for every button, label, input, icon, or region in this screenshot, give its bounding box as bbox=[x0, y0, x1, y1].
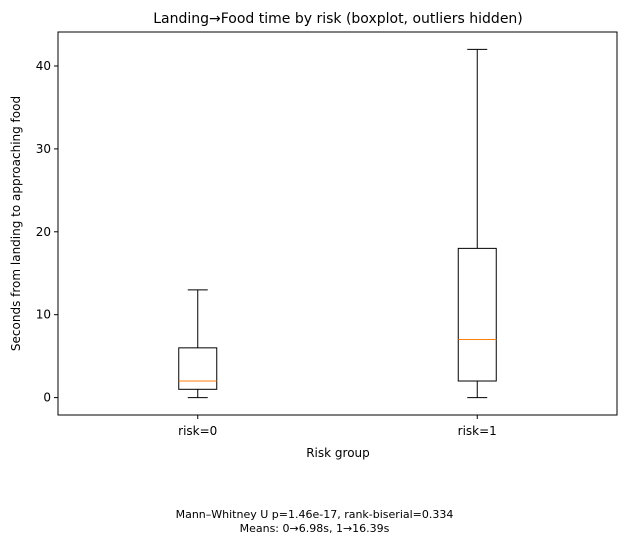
x-tick-label: risk=0 bbox=[178, 424, 217, 438]
x-tick-label: risk=1 bbox=[458, 424, 497, 438]
y-tick-label: 0 bbox=[43, 391, 51, 405]
y-tick-label: 20 bbox=[36, 225, 51, 239]
box-risk-1 bbox=[457, 247, 497, 382]
box-risk-0 bbox=[178, 347, 218, 390]
y-tick-label: 40 bbox=[36, 59, 51, 73]
plot-area: 0 10 20 30 40 risk=0 risk=1 bbox=[36, 48, 497, 438]
axes-frame bbox=[57, 31, 618, 416]
y-tick-label: 30 bbox=[36, 142, 51, 156]
stats-footnote-line1: Mann–Whitney U p=1.46e-17, rank-biserial… bbox=[175, 508, 454, 521]
y-axis-label: Seconds from landing to approaching food bbox=[9, 96, 23, 351]
x-axis-label: Risk group bbox=[306, 446, 370, 460]
chart-title: Landing→Food time by risk (boxplot, outl… bbox=[153, 11, 523, 27]
y-tick-label: 10 bbox=[36, 308, 51, 322]
stats-footnote-line2: Means: 0→6.98s, 1→16.39s bbox=[239, 522, 390, 535]
